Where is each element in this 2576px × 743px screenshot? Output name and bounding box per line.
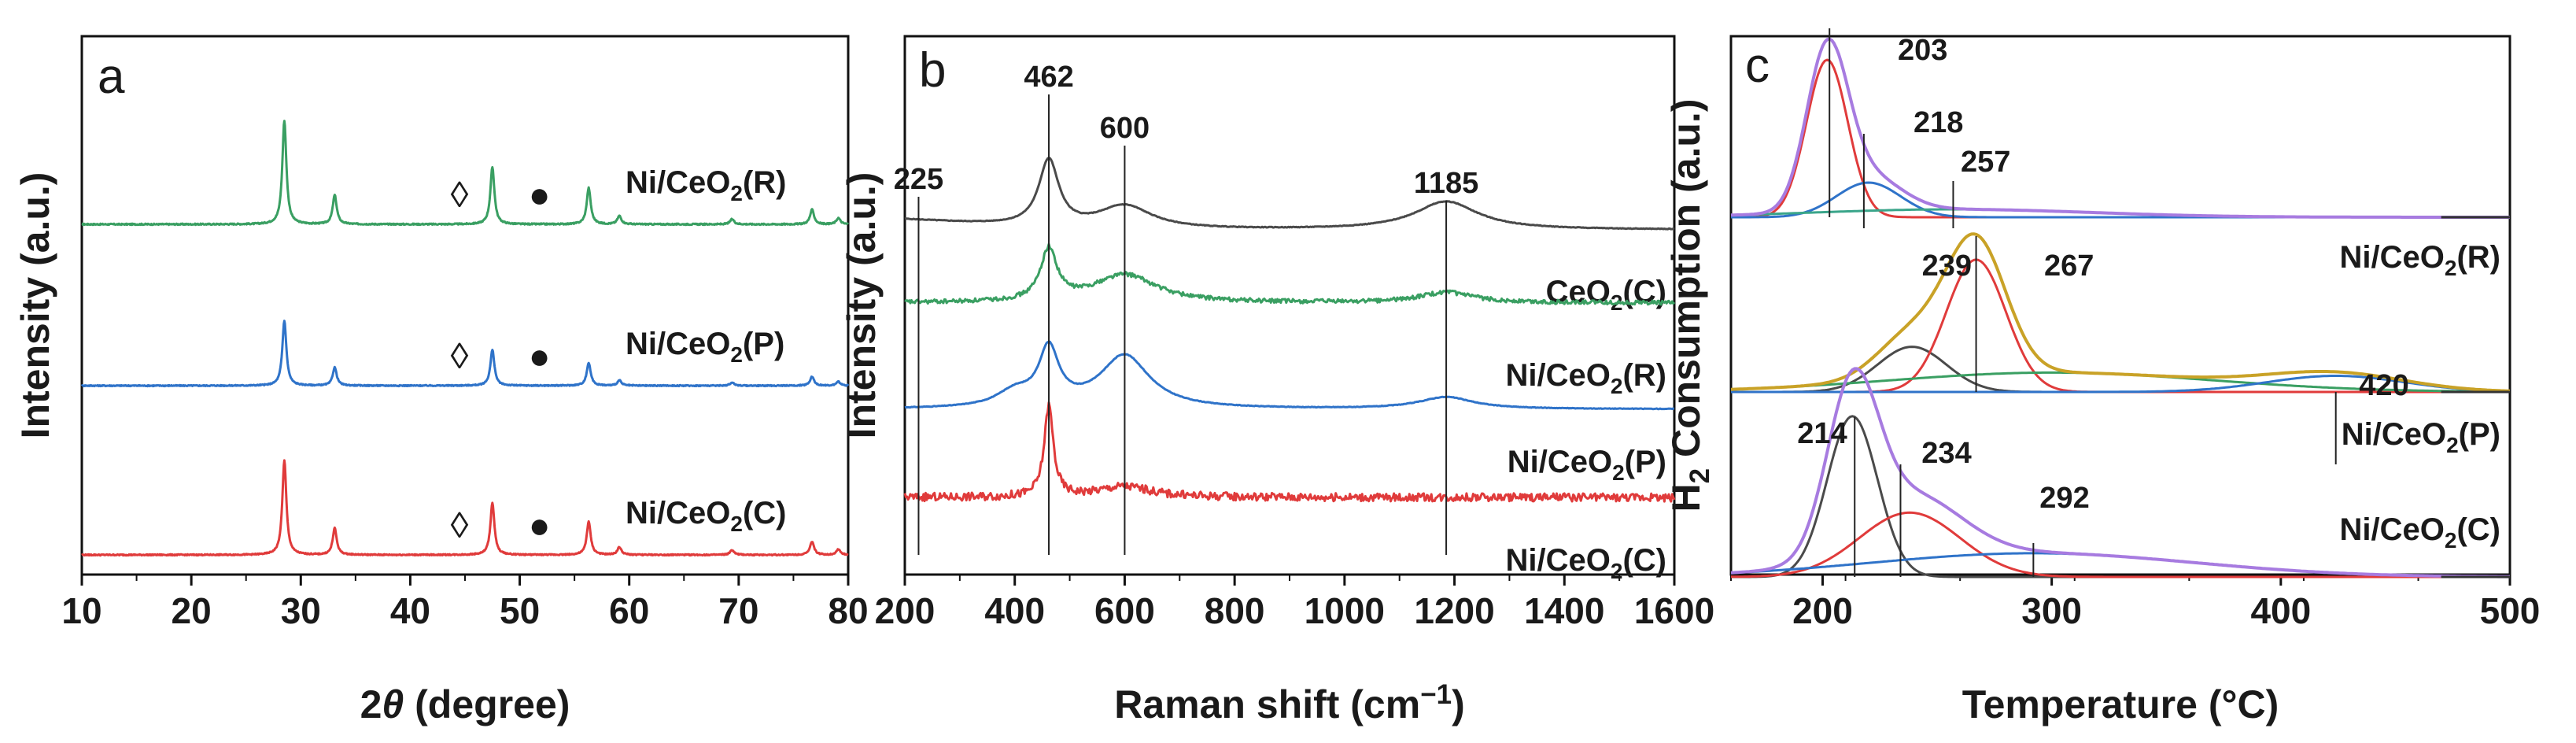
panel-a-marker-1-1: ● xyxy=(529,335,551,376)
panel-c-xlabel: Temperature (°C) xyxy=(1962,682,2279,726)
panel-b-letter: b xyxy=(919,43,946,98)
panel-c-legend-2: Ni/CeO2(C) xyxy=(2340,512,2500,553)
panel-b-x-tick-label-1600: 1600 xyxy=(1634,590,1714,631)
panel-a-x-tick-label-10: 10 xyxy=(61,590,101,631)
panel-c-peak-label-1-1: 267 xyxy=(2044,250,2094,283)
panel-c-letter: c xyxy=(1745,39,1770,93)
panel-b-trace-1 xyxy=(904,242,1676,306)
panel-b-peak-label-1: 462 xyxy=(1024,61,1073,94)
panel-a-x-tick-label-60: 60 xyxy=(609,590,649,631)
panel-a-marker-2-0: ◊ xyxy=(451,505,469,545)
panel-c-envelope-1 xyxy=(1730,232,2511,393)
panel-a-trace-2 xyxy=(81,459,849,557)
panel-c-x-tick-label-300: 300 xyxy=(2021,590,2082,631)
panel-b-legend-1: Ni/CeO2(R) xyxy=(1506,358,1666,398)
panel-c-sample-1: Ni/CeO2(P) xyxy=(1730,232,2511,457)
panel-c-component-1-3 xyxy=(1731,375,2511,394)
panel-b-trace-0 xyxy=(904,156,1675,231)
panel-c-peak-label-0-0: 203 xyxy=(1898,34,1947,67)
panel-c-peak-label-2-2: 292 xyxy=(2039,482,2089,515)
panel-b-x-tick-label-400: 400 xyxy=(984,590,1045,631)
panel-a-marker-0-0: ◊ xyxy=(451,174,469,215)
panel-b-peak-label-2: 600 xyxy=(1100,112,1150,145)
panel-a-x-tick-label-50: 50 xyxy=(500,590,540,631)
panel-b-trace-2 xyxy=(904,340,1675,411)
panel-c-envelope-2 xyxy=(1730,367,2510,579)
panel-b-x-tick-label-600: 600 xyxy=(1094,590,1155,631)
panel-c-peak-label-2-0: 214 xyxy=(1797,417,1847,450)
panel-c-legend-0: Ni/CeO2(R) xyxy=(2340,240,2500,280)
panel-a-legend-2: Ni/CeO2(C) xyxy=(626,496,786,536)
panel-c-ylabel: H2 Consumption (a.u.) xyxy=(1664,99,1715,512)
panel-b-legend-3: Ni/CeO2(C) xyxy=(1506,543,1666,583)
panel-b-peak-label-0: 225 xyxy=(894,163,943,196)
panel-a-x-tick-label-20: 20 xyxy=(172,590,212,631)
panel-b-x-tick-label-200: 200 xyxy=(875,590,936,631)
panel-b-x-tick-label-1200: 1200 xyxy=(1414,590,1494,631)
panel-b-x-tick-label-1000: 1000 xyxy=(1305,590,1385,631)
panel-b-legend-2: Ni/CeO2(P) xyxy=(1508,445,1666,485)
panel-a-trace-0 xyxy=(81,120,850,227)
panel-c-peak-label-1-0: 239 xyxy=(1922,250,1972,283)
panel-c-peak-label-1-2: 420 xyxy=(2359,369,2408,402)
panel-a-ylabel: Intensity (a.u.) xyxy=(13,172,57,439)
panel-a-letter: a xyxy=(98,50,125,104)
panel-a-xrd: 10 20 30 40 50 60 70 80 a Intensity (a.u.) 2θ (deg… xyxy=(13,35,869,726)
panel-c-component-2-1 xyxy=(1731,511,2510,579)
panel-c-sample-0: Ni/CeO2(R) xyxy=(1730,37,2510,280)
panel-b-legend-0: CeO2(C) xyxy=(1546,275,1666,315)
panel-c-legend-1: Ni/CeO2(P) xyxy=(2342,417,2500,457)
panel-c-peak-label-0-1: 218 xyxy=(1914,106,1963,139)
panel-b-peak-label-3: 1185 xyxy=(1414,167,1478,200)
panel-c-sample-2: Ni/CeO2(C) xyxy=(1730,367,2510,579)
panel-b-ylabel: Intensity (a.u.) xyxy=(840,172,884,439)
panel-a-legend-0: Ni/CeO2(R) xyxy=(626,165,786,205)
panel-a-legend-1: Ni/CeO2(P) xyxy=(626,327,784,367)
panel-a-marker-0-1: ● xyxy=(529,174,551,215)
panel-a-x-tick-label-40: 40 xyxy=(390,590,430,631)
panel-b-raman: 200 400 600 800 1000 1200 1400 1600 b Intensity (… xyxy=(840,35,1714,726)
panel-c-x-tick-label-500: 500 xyxy=(2480,590,2541,631)
panel-a-x-tick-label-80: 80 xyxy=(828,590,868,631)
panel-a-x-tick-label-30: 30 xyxy=(281,590,321,631)
panel-c-frame xyxy=(1729,35,2511,576)
panel-b-xlabel: Raman shift (cm−1) xyxy=(1114,679,1465,726)
panel-c-h2-tpr: 200 300 400 500 c H2 Consumption (a.u.) Temper… xyxy=(1664,28,2540,726)
panel-a-marker-2-1: ● xyxy=(529,505,551,545)
panel-a-trace-1 xyxy=(80,320,850,388)
panel-a-marker-1-0: ◊ xyxy=(451,335,469,376)
panel-c-peak-label-2-1: 234 xyxy=(1921,437,1971,470)
panel-c-envelope-0 xyxy=(1730,37,2510,219)
panel-a-xlabel: 2θ (degree) xyxy=(360,682,570,726)
panel-c-peak-label-0-2: 257 xyxy=(1961,146,2010,179)
panel-a-x-tick-label-70: 70 xyxy=(718,590,758,631)
panel-c-x-tick-label-200: 200 xyxy=(1792,590,1853,631)
panel-c-x-tick-label-400: 400 xyxy=(2250,590,2311,631)
panel-b-x-tick-label-800: 800 xyxy=(1205,590,1265,631)
panel-b-trace-3 xyxy=(903,401,1676,503)
panel-b-x-tick-label-1400: 1400 xyxy=(1524,590,1604,631)
